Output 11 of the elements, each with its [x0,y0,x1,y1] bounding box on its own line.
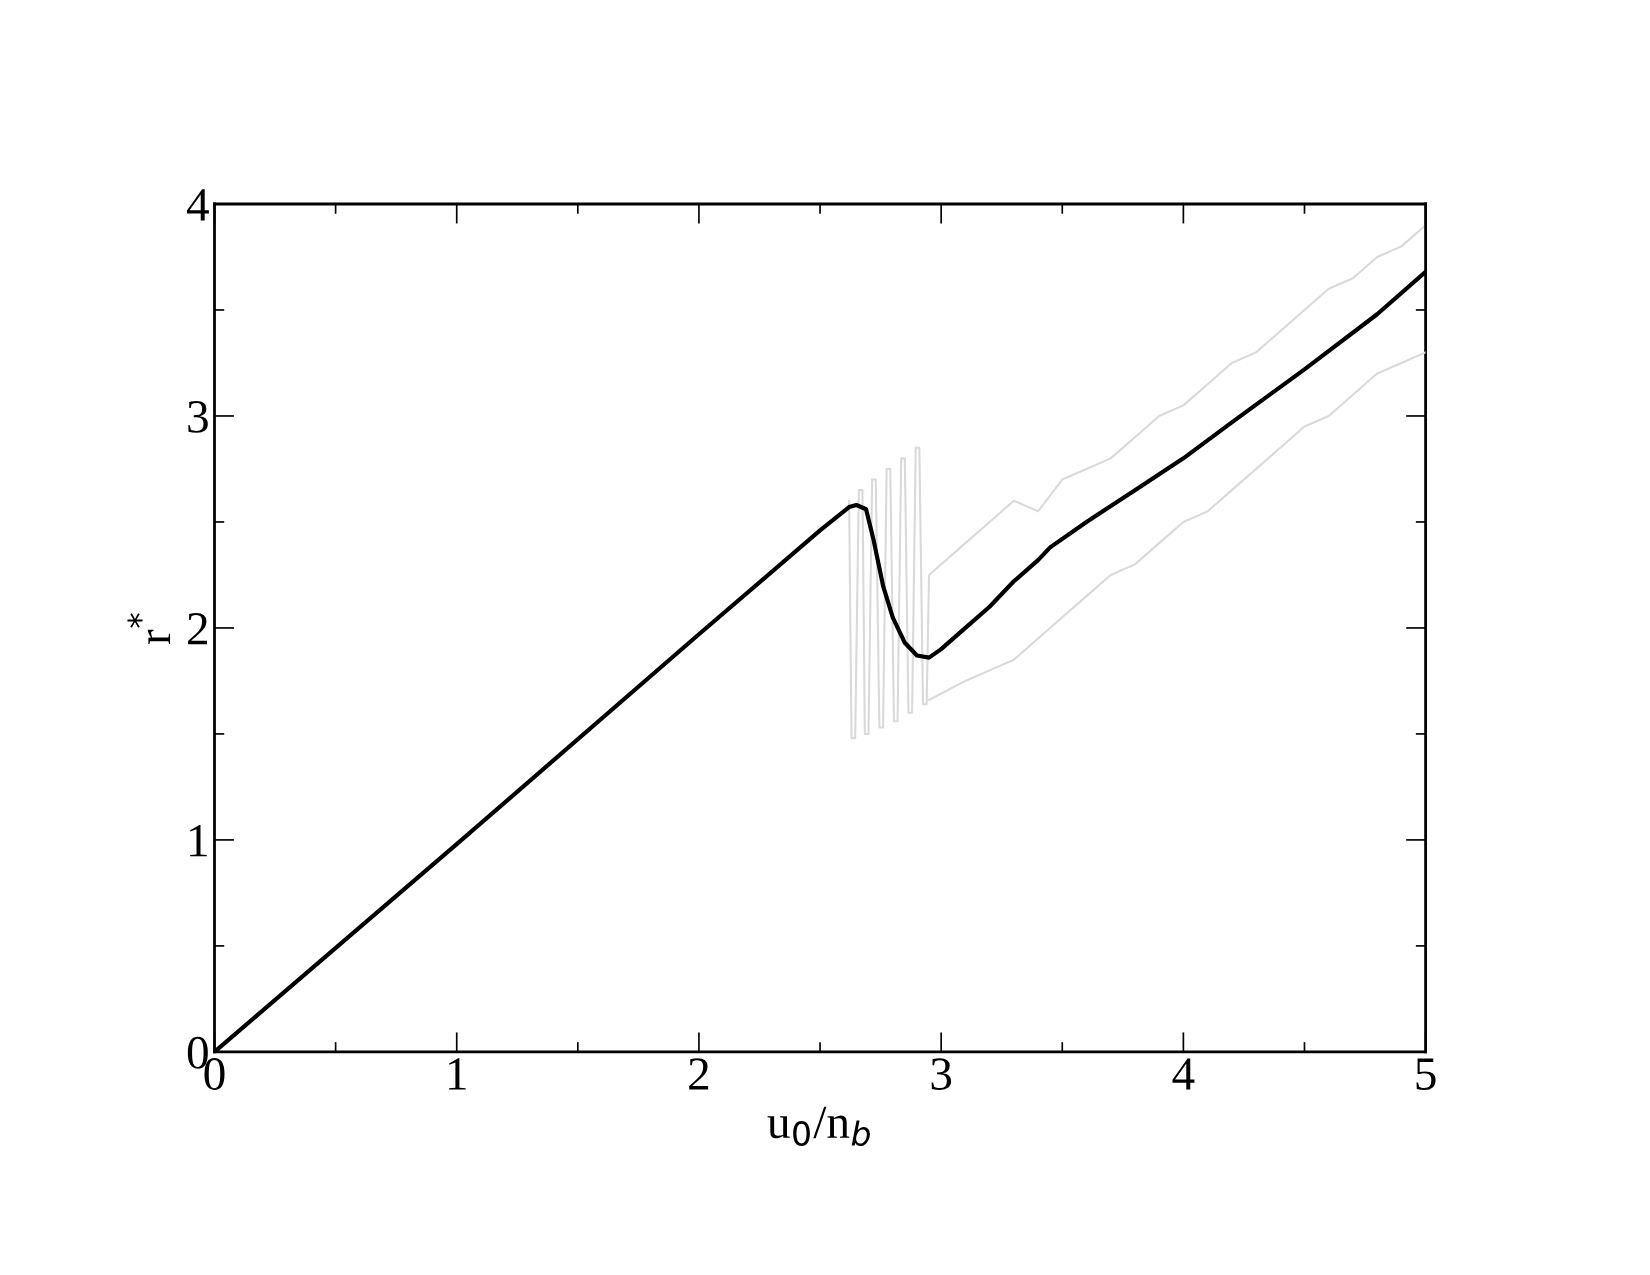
y-tick-label: 1 [190,825,207,857]
x-tick-label: 5 [1416,1058,1436,1090]
x-tick-label: 2 [689,1058,709,1090]
x-axis-title: u$_{0}$/n$_{b}$ [767,1106,870,1147]
x-tick-label: 4 [1172,1058,1195,1090]
y-tick-label: 3 [188,401,208,433]
y-tick-label: 4 [186,189,209,221]
y-tick-label: 2 [188,613,208,645]
x-tick-label: 1 [449,1058,466,1090]
x-tick-label: 3 [931,1058,952,1090]
y-axis-title: r$^{*}$ [127,613,171,644]
